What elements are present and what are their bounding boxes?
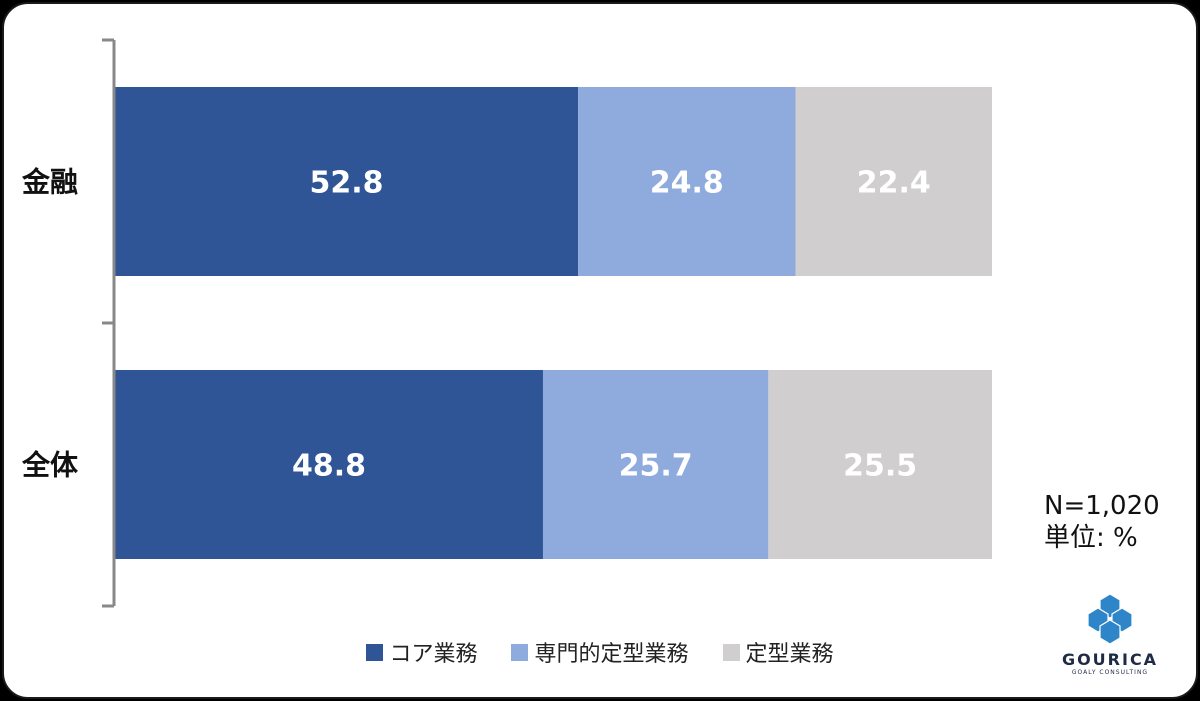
unit-label: 単位: % <box>1044 523 1138 553</box>
legend-label-core: コア業務 <box>389 642 478 667</box>
bar-segment <box>542 370 769 559</box>
category-label: 全体 <box>21 449 79 482</box>
legend-label-specialized: 専門的定型業務 <box>534 642 689 667</box>
legend-item-specialized: 専門的定型業務 <box>511 636 689 668</box>
data-label: 25.5 <box>843 449 917 484</box>
legend-label-routine: 定型業務 <box>745 642 834 667</box>
sample-size-label: N=1,020 <box>1044 491 1160 521</box>
data-label: 25.7 <box>619 449 693 484</box>
category-label: 金融 <box>21 166 78 199</box>
chart-legend: コア業務 専門的定型業務 定型業務 <box>0 636 1200 668</box>
legend-swatch-core <box>366 643 384 661</box>
data-label: 22.4 <box>857 166 931 201</box>
legend-item-core: コア業務 <box>366 636 477 668</box>
legend-swatch-routine <box>722 643 740 661</box>
data-label: 52.8 <box>310 166 384 201</box>
bar-segment <box>115 87 579 276</box>
logo-tagline: GOALY CONSULTING <box>1071 669 1149 676</box>
bar-segment <box>795 87 992 276</box>
hexagon-cluster-logo-icon <box>1087 593 1133 645</box>
bar-segment <box>115 370 543 559</box>
bar-segment <box>768 370 992 559</box>
data-label: 24.8 <box>650 166 724 201</box>
bar-segment <box>578 87 796 276</box>
legend-item-routine: 定型業務 <box>722 636 834 668</box>
logo-wordmark: GOURICA <box>1061 650 1159 669</box>
data-label: 48.8 <box>292 449 366 484</box>
chart-note: N=1,020 単位: % <box>1044 490 1160 554</box>
company-logo: GOURICA GOALY CONSULTING <box>1050 592 1170 676</box>
legend-swatch-specialized <box>511 643 529 661</box>
